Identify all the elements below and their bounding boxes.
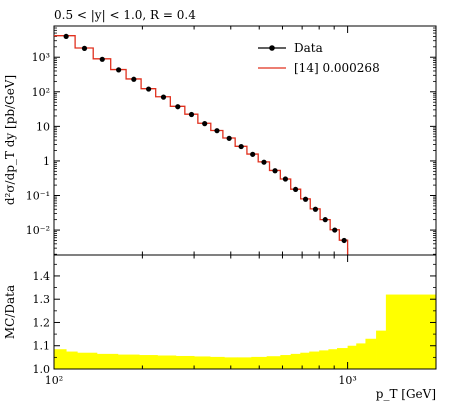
ratio-band-bin	[175, 355, 195, 369]
ratio-band-bin	[336, 348, 349, 369]
data-point	[175, 104, 181, 110]
ratio-band-bin	[251, 356, 268, 369]
ratio-band-bin	[117, 354, 140, 369]
ratio-band-bin	[319, 350, 329, 369]
ratio-band-bin	[194, 356, 211, 369]
ratio-band-bin	[376, 330, 387, 369]
main-y-tick-label: 10²	[32, 86, 50, 99]
legend-data-marker	[269, 45, 275, 51]
data-point	[312, 206, 319, 212]
ratio-y-tick-label: 1.0	[33, 363, 51, 376]
data-point	[99, 56, 105, 62]
ratio-x-axis: 10² 10³	[45, 255, 437, 387]
ratio-band-bin	[385, 294, 437, 369]
ratio-band-bin	[365, 338, 377, 369]
main-y-tick-label: 10⁻¹	[26, 189, 50, 202]
ratio-plot-frame	[53, 254, 437, 370]
ratio-band-layer	[54, 294, 437, 369]
data-point	[272, 168, 278, 174]
data-point	[332, 227, 338, 233]
data-point	[302, 196, 309, 202]
main-series-layer	[54, 33, 349, 255]
main-y-tick-label: 10	[36, 120, 50, 133]
ratio-band-bin	[280, 355, 292, 369]
ratio-y-axis-title: MC/Data	[3, 285, 17, 339]
data-point	[226, 135, 232, 141]
ratio-band-bin	[224, 357, 238, 369]
ratio-band-bin	[266, 356, 281, 369]
data-point	[202, 121, 208, 127]
ratio-band-bin	[157, 355, 177, 369]
ratio-plot-panel: 1.0 1.1 1.2 1.3 1.4 10² 10³ MC/Data p_T [GeV]	[3, 254, 437, 401]
ratio-y-tick-label: 1.3	[33, 293, 51, 306]
main-y-tick-label: 10³	[32, 51, 50, 64]
data-point	[63, 33, 69, 40]
data-point	[160, 94, 167, 100]
legend-mc-label: [14] 0.000268	[294, 61, 380, 75]
data-point	[261, 159, 267, 165]
data-point	[292, 186, 299, 193]
data-point	[146, 86, 152, 92]
ratio-band-bin	[347, 345, 357, 369]
legend: Data [14] 0.000268	[258, 41, 380, 75]
ratio-band-bin	[96, 353, 119, 369]
ratio-band-bin	[300, 352, 310, 369]
data-point	[214, 128, 220, 134]
main-y-axis-title: d²σ/dp_T dy [pb/GeV]	[3, 75, 17, 205]
ratio-band-bin	[328, 349, 338, 369]
data-point	[250, 151, 256, 157]
main-y-tick-label: 1	[43, 155, 50, 168]
ratio-band-bin	[210, 356, 225, 369]
data-point	[116, 67, 122, 73]
x-tick-label: 10²	[45, 374, 63, 387]
x-tick-label: 10³	[338, 374, 356, 387]
ratio-band-bin	[309, 351, 320, 369]
ratio-band-bin	[77, 352, 98, 369]
ratio-band-bin	[54, 349, 67, 369]
ratio-y-tick-label: 1.2	[33, 316, 51, 329]
ratio-y-tick-label: 1.1	[33, 340, 51, 353]
data-point	[131, 76, 137, 82]
ratio-band-bin	[139, 355, 158, 369]
ratio-y-tick-label: 1.4	[33, 270, 51, 283]
data-point	[238, 143, 244, 150]
ratio-y-axis: 1.0 1.1 1.2 1.3 1.4	[33, 263, 436, 376]
main-y-tick-label: 10⁻²	[26, 224, 50, 237]
main-y-axis: 10⁻² 10⁻¹ 1 10 10² 10³	[26, 27, 436, 255]
x-axis-title: p_T [GeV]	[376, 387, 436, 401]
data-point	[81, 45, 88, 51]
main-plot-panel: 10⁻² 10⁻¹ 1 10 10² 10³ d²σ/dp_T dy [pb/GeV]	[3, 25, 437, 256]
ratio-band-bin	[290, 353, 301, 369]
ratio-band-bin	[356, 343, 366, 369]
chart-title: 0.5 < |y| < 1.0, R = 0.4	[54, 8, 196, 22]
data-point	[188, 111, 195, 118]
data-point	[322, 217, 328, 223]
legend-data-label: Data	[294, 41, 323, 55]
ratio-band-bin	[236, 357, 252, 369]
data-point	[282, 176, 289, 182]
ratio-band-bin	[66, 351, 78, 369]
data-point	[341, 237, 347, 244]
